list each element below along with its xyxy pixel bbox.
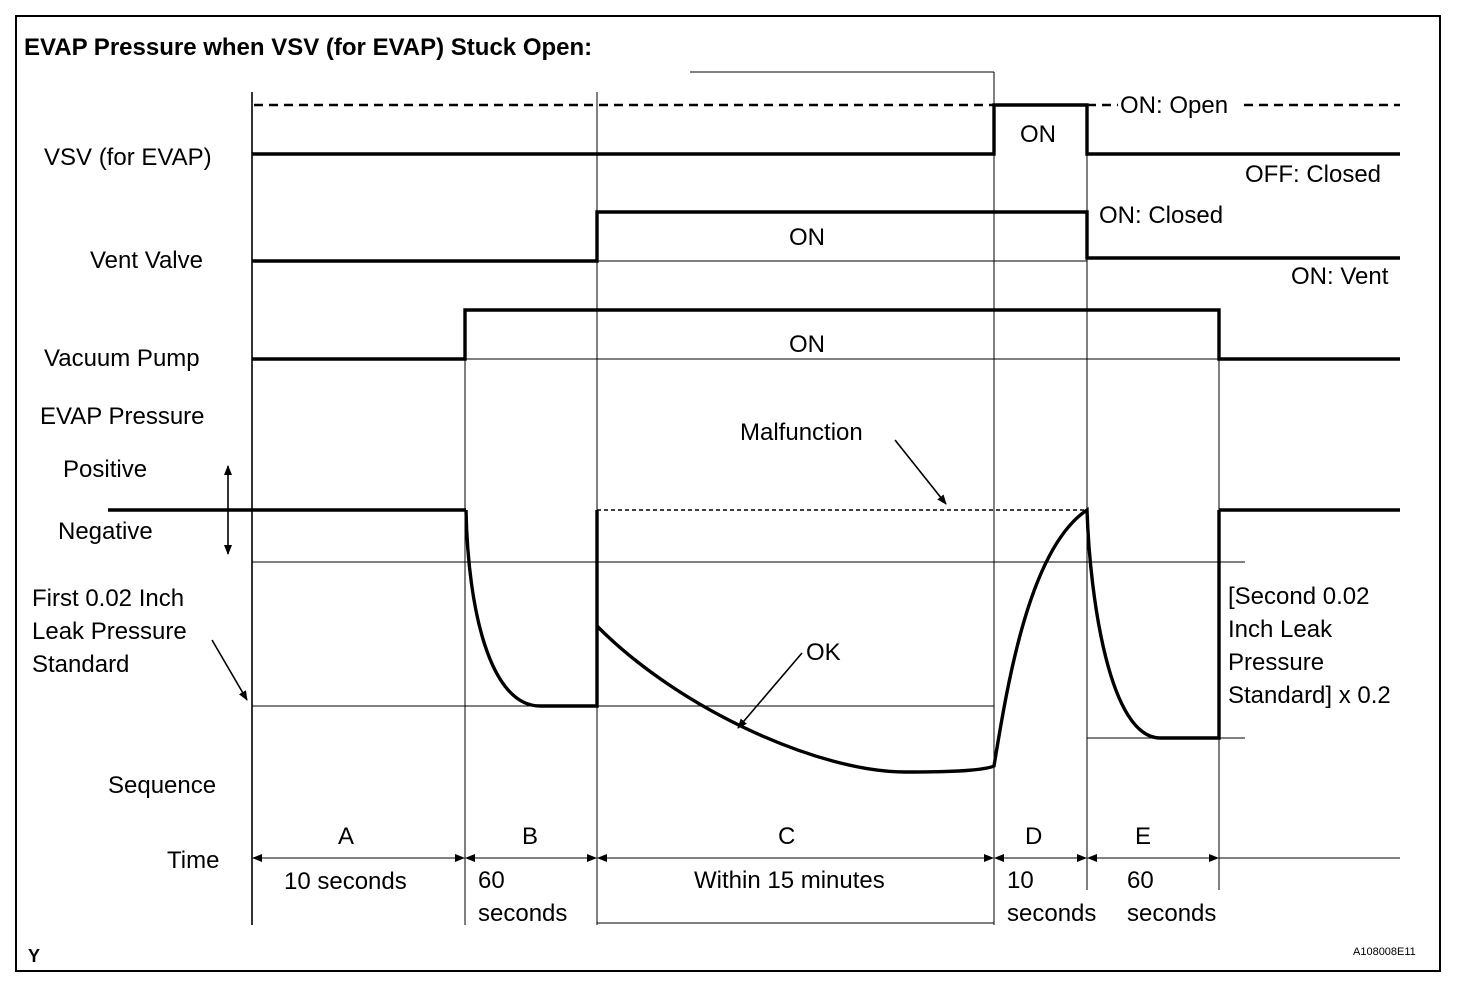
vacuum-pump-signal <box>252 308 1400 361</box>
figure-border <box>15 15 1441 972</box>
negative-label: Negative <box>58 518 153 545</box>
sequence-a: A <box>338 823 354 850</box>
malfunction-label: Malfunction <box>740 419 863 446</box>
first-standard-line1: First 0.02 Inch <box>32 585 184 612</box>
positive-label: Positive <box>63 456 147 483</box>
second-standard-line3: Pressure <box>1228 649 1324 676</box>
second-standard-line4: Standard] x 0.2 <box>1228 682 1391 709</box>
time-e-line1: 60 <box>1127 867 1154 894</box>
vsv-off-closed-label: OFF: Closed <box>1245 161 1381 188</box>
vsv-label: VSV (for EVAP) <box>44 144 212 171</box>
second-standard-line1: [Second 0.02 <box>1228 583 1369 610</box>
vsv-on-open-label: ON: Open <box>1120 92 1228 119</box>
pump-on-label: ON <box>789 331 825 358</box>
vsv-signal <box>252 103 1400 156</box>
time-label: Time <box>167 847 219 874</box>
vacuum-pump-label: Vacuum Pump <box>44 345 200 372</box>
vent-on-label: ON <box>789 224 825 251</box>
evap-pressure-label: EVAP Pressure <box>40 403 205 430</box>
time-e-line2: seconds <box>1127 900 1216 927</box>
time-c: Within 15 minutes <box>694 867 885 894</box>
second-standard-line2: Inch Leak <box>1228 616 1333 643</box>
first-standard-arrow <box>211 639 248 701</box>
ok-label: OK <box>806 639 841 666</box>
vent-on-vent-label: ON: Vent <box>1291 263 1389 290</box>
time-d-line1: 10 <box>1007 867 1034 894</box>
vent-valve-signal <box>252 210 1400 263</box>
ok-arrow <box>737 652 803 729</box>
footer-left: Y <box>28 946 40 966</box>
sequence-e: E <box>1135 823 1151 850</box>
figure-title: EVAP Pressure when VSV (for EVAP) Stuck … <box>24 34 592 61</box>
time-a: 10 seconds <box>284 868 407 895</box>
vent-on-closed-label: ON: Closed <box>1099 202 1223 229</box>
first-standard-line3: Standard <box>32 651 129 678</box>
sequence-label: Sequence <box>108 772 216 799</box>
evap-pressure-curve <box>464 506 1221 774</box>
first-standard-line2: Leak Pressure <box>32 618 187 645</box>
sequence-b: B <box>522 823 538 850</box>
vent-valve-label: Vent Valve <box>90 247 203 274</box>
malfunction-arrow <box>894 439 947 505</box>
time-d-line2: seconds <box>1007 900 1096 927</box>
sequence-c: C <box>778 823 795 850</box>
time-b-line1: 60 <box>478 867 505 894</box>
footer-right: A108008E11 <box>1353 946 1416 958</box>
bottom-bracket <box>596 922 995 925</box>
sequence-d: D <box>1025 823 1042 850</box>
time-b-line2: seconds <box>478 900 567 927</box>
vsv-on-label: ON <box>1020 121 1056 148</box>
